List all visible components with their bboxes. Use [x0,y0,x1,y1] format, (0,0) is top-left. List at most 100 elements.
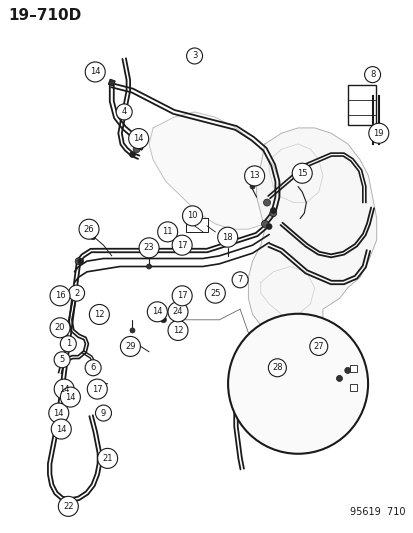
Text: 95619  710: 95619 710 [349,507,405,517]
Text: 6: 6 [90,364,95,372]
Text: 27: 27 [313,342,323,351]
Circle shape [147,302,167,322]
Circle shape [116,104,132,120]
Text: 28: 28 [271,364,282,372]
Text: 1: 1 [66,340,71,348]
Circle shape [368,123,388,143]
Circle shape [217,227,237,247]
Circle shape [89,304,109,325]
Text: 2: 2 [74,289,79,297]
Text: 14: 14 [56,425,66,433]
Text: 12: 12 [172,326,183,335]
Text: 12: 12 [94,310,104,319]
Circle shape [269,209,276,217]
Circle shape [266,223,271,230]
Text: 16: 16 [55,292,65,300]
Circle shape [364,67,380,83]
Circle shape [186,48,202,64]
Bar [347,85,375,125]
Polygon shape [55,426,61,432]
Text: 24: 24 [172,308,183,316]
Circle shape [205,283,225,303]
Circle shape [157,222,177,242]
Circle shape [249,184,254,189]
Text: 17: 17 [176,292,187,300]
Circle shape [79,219,99,239]
Circle shape [336,375,342,382]
Text: 20: 20 [55,324,65,332]
Bar [349,365,356,372]
Text: 4: 4 [121,108,126,116]
Circle shape [60,336,76,352]
Circle shape [168,320,188,341]
Circle shape [75,257,82,265]
Polygon shape [108,79,115,86]
Circle shape [133,146,140,153]
Text: 8: 8 [369,70,374,79]
Text: 14: 14 [65,393,76,401]
Circle shape [50,318,70,338]
Polygon shape [156,311,162,318]
Text: 3: 3 [192,52,197,60]
Text: 17: 17 [176,241,187,249]
Circle shape [172,286,192,306]
Circle shape [344,367,350,374]
Text: 9: 9 [101,409,106,417]
Circle shape [168,302,188,322]
Circle shape [146,264,151,269]
Circle shape [129,151,135,158]
Circle shape [261,220,268,228]
Circle shape [263,199,270,206]
Circle shape [49,403,69,423]
Text: 21: 21 [102,454,113,463]
Circle shape [60,387,80,407]
Text: 14: 14 [90,68,100,76]
Circle shape [244,166,264,186]
Circle shape [90,235,95,240]
Circle shape [160,317,166,323]
Circle shape [51,419,71,439]
Circle shape [50,286,70,306]
Circle shape [182,206,202,226]
Bar [349,384,356,391]
Polygon shape [137,143,144,150]
Circle shape [154,314,160,320]
Text: 17: 17 [92,385,102,393]
Circle shape [95,405,111,421]
Text: 15: 15 [296,169,307,177]
Circle shape [58,496,78,516]
Circle shape [128,128,148,149]
Text: 23: 23 [143,244,154,252]
Text: 18: 18 [222,233,233,241]
Circle shape [87,379,107,399]
Text: 11: 11 [162,228,173,236]
Text: 22: 22 [63,502,74,511]
Circle shape [270,207,275,214]
Circle shape [69,285,84,301]
Text: 7: 7 [237,276,242,284]
Circle shape [54,352,70,368]
Circle shape [139,238,159,258]
Text: 19–710D: 19–710D [8,8,81,23]
Circle shape [78,258,83,264]
Polygon shape [57,418,63,424]
Circle shape [292,163,311,183]
Circle shape [120,336,140,357]
Circle shape [85,62,105,82]
Circle shape [97,448,117,469]
Circle shape [130,328,135,333]
Text: 14: 14 [133,134,144,143]
Text: 29: 29 [125,342,135,351]
Circle shape [309,337,327,356]
Circle shape [172,235,192,255]
Polygon shape [248,128,376,421]
Circle shape [228,314,367,454]
Circle shape [232,272,247,288]
Circle shape [85,360,101,376]
Text: 14: 14 [53,409,64,417]
Text: 25: 25 [209,289,220,297]
Bar [186,218,208,232]
Text: 13: 13 [249,172,259,180]
Text: 26: 26 [83,225,94,233]
Text: 14: 14 [152,308,162,316]
